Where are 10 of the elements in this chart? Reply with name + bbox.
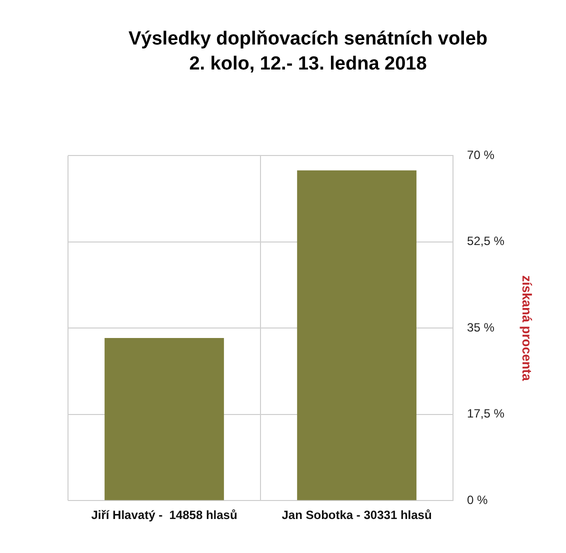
y2-axis-title: získaná procenta (520, 275, 535, 382)
y2-tick-label: 52,5 % (467, 234, 505, 248)
y2-tick-label: 35 % (467, 320, 495, 334)
x-tick-label: Jiří Hlavatý - 14858 hlasů (91, 508, 238, 522)
x-tick-label: Jan Sobotka - 30331 hlasů (282, 508, 432, 522)
y2-tick-label: 0 % (467, 492, 488, 507)
y2-tick-label: 70 % (467, 148, 495, 162)
chart-subtitle: 2. kolo, 12.- 13. ledna 2018 (189, 53, 427, 74)
chart-title: Výsledky doplňovacích senátních voleb (128, 28, 488, 50)
y2-tick-label: 17,5 % (467, 406, 505, 421)
